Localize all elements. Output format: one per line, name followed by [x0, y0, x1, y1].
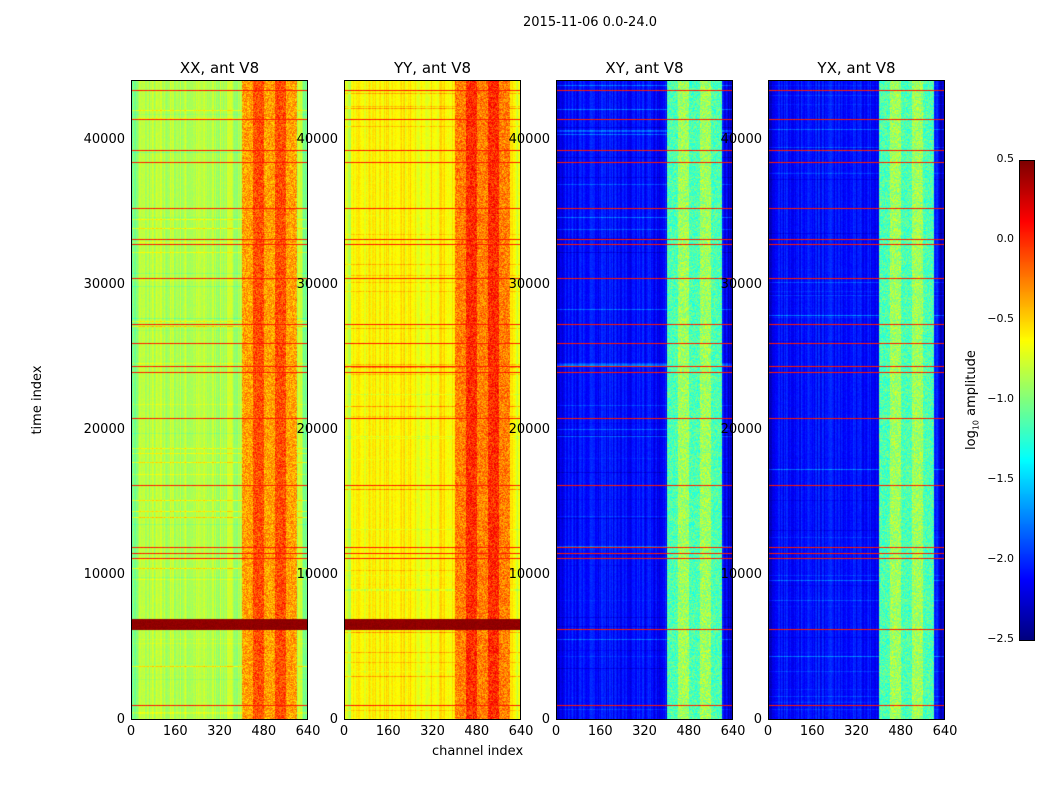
- x-tick-label: 480: [676, 724, 702, 739]
- colorbar-tick-label: −1.5: [987, 472, 1014, 485]
- heatmap-panel: [344, 80, 521, 720]
- x-tick-label: 160: [587, 724, 613, 739]
- x-tick-label: 640: [295, 724, 321, 739]
- x-tick-label: 0: [763, 724, 773, 739]
- y-tick-label: 40000: [720, 131, 762, 147]
- colorbar-tick-label: −2.0: [987, 552, 1014, 565]
- y-tick-label: 40000: [296, 131, 338, 147]
- panel-title: YX, ant V8: [817, 59, 896, 77]
- heatmap-image: [557, 81, 732, 719]
- heatmap-panel: [768, 80, 945, 720]
- y-axis-label: time index: [30, 365, 45, 435]
- heatmap-panel: [556, 80, 733, 720]
- x-tick-label: 160: [799, 724, 825, 739]
- heatmap-image: [345, 81, 520, 719]
- y-tick-label: 20000: [296, 421, 338, 437]
- heatmap-panel: [131, 80, 308, 720]
- colorbar-gradient: [1020, 161, 1034, 640]
- y-tick-label: 0: [329, 712, 338, 727]
- x-tick-label: 320: [420, 724, 445, 739]
- x-tick-label: 320: [632, 724, 657, 739]
- y-tick-label: 20000: [83, 421, 125, 437]
- x-tick-label: 480: [888, 724, 914, 739]
- colorbar-tick-label: −0.5: [987, 312, 1014, 325]
- x-tick-label: 0: [339, 724, 349, 739]
- y-tick-label: 30000: [720, 276, 762, 292]
- colorbar: [1019, 160, 1035, 641]
- x-tick-label: 640: [932, 724, 958, 739]
- y-tick-label: 40000: [83, 131, 125, 147]
- panel-title: YY, ant V8: [393, 59, 471, 77]
- y-tick-label: 30000: [296, 276, 338, 292]
- y-tick-label: 0: [753, 712, 762, 727]
- colorbar-tick-label: 0.0: [996, 232, 1015, 245]
- y-tick-label: 30000: [508, 276, 550, 292]
- colorbar-tick-label: −1.0: [987, 392, 1014, 405]
- x-tick-label: 480: [464, 724, 490, 739]
- colorbar-tick-label: 0.5: [996, 152, 1015, 165]
- y-tick-label: 10000: [508, 566, 550, 582]
- x-tick-label: 0: [551, 724, 561, 739]
- y-tick-label: 40000: [508, 131, 550, 147]
- figure-title: 2015-11-06 0.0-24.0: [523, 15, 657, 30]
- y-tick-label: 20000: [508, 421, 550, 437]
- x-axis-label: channel index: [432, 744, 524, 759]
- y-tick-label: 30000: [83, 276, 125, 292]
- colorbar-tick-label: −2.5: [987, 632, 1014, 645]
- y-tick-label: 20000: [720, 421, 762, 437]
- y-tick-label: 10000: [296, 566, 338, 582]
- panel-title: XY, ant V8: [605, 59, 684, 77]
- x-tick-label: 320: [844, 724, 869, 739]
- x-tick-label: 640: [508, 724, 534, 739]
- y-tick-label: 0: [116, 712, 125, 727]
- heatmap-image: [769, 81, 944, 719]
- y-tick-label: 10000: [720, 566, 762, 582]
- x-tick-label: 160: [162, 724, 188, 739]
- x-tick-label: 0: [126, 724, 136, 739]
- x-tick-label: 480: [251, 724, 277, 739]
- heatmap-image: [132, 81, 307, 719]
- x-tick-label: 640: [720, 724, 746, 739]
- y-tick-label: 10000: [83, 566, 125, 582]
- x-tick-label: 320: [207, 724, 232, 739]
- y-tick-label: 0: [541, 712, 550, 727]
- panel-title: XX, ant V8: [179, 59, 260, 77]
- x-tick-label: 160: [375, 724, 401, 739]
